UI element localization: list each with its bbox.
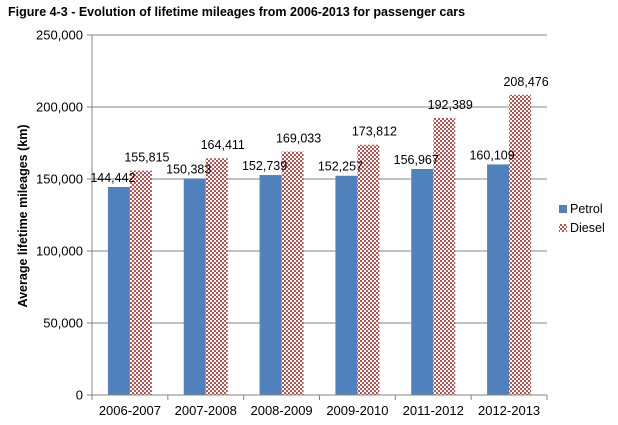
y-tick-label: 250,000 [36, 28, 83, 43]
x-tick-label: 2011-2012 [403, 403, 464, 418]
legend-label-petrol: Petrol [570, 202, 603, 216]
bar-petrol [335, 175, 358, 395]
y-axis-title: Average lifetime mileages (km) [16, 125, 30, 308]
bar-petrol [183, 178, 206, 395]
x-tick-label: 2007-2008 [175, 403, 237, 418]
data-label-diesel: 155,815 [124, 151, 169, 165]
y-tick-label: 0 [76, 388, 83, 403]
bars [107, 94, 532, 396]
data-label-petrol: 150,383 [166, 162, 211, 176]
data-label-diesel: 164,411 [201, 138, 245, 152]
bar-petrol [107, 187, 130, 395]
data-label-diesel: 169,033 [276, 132, 321, 146]
y-tick-label: 150,000 [36, 172, 83, 187]
bar-petrol [259, 175, 282, 395]
bar-diesel [205, 158, 228, 395]
bar-petrol [487, 164, 510, 395]
bar-diesel [357, 144, 380, 395]
y-tick-label: 200,000 [36, 100, 83, 115]
legend: Petrol Diesel [559, 202, 605, 235]
data-label-diesel: 192,389 [428, 98, 473, 112]
gridlines [92, 34, 547, 324]
bar-petrol [411, 168, 434, 395]
bar-diesel [281, 151, 304, 395]
axes: 0 50,000 100,000 150,000 200,000 250,000 2006-… [36, 28, 548, 418]
legend-swatch-petrol [559, 205, 567, 213]
bar-diesel [433, 117, 456, 395]
x-tick-label: 2008-2009 [250, 403, 312, 418]
data-label-petrol: 156,967 [394, 153, 439, 167]
legend-label-diesel: Diesel [570, 221, 605, 235]
data-label-diesel: 208,476 [503, 75, 548, 89]
chart-title: Figure 4-3 - Evolution of lifetime milea… [8, 5, 466, 19]
data-label-petrol: 152,739 [242, 159, 287, 173]
data-label-petrol: 152,257 [318, 160, 363, 174]
y-tick-label: 50,000 [43, 316, 83, 331]
x-tick-label: 2012-2013 [478, 403, 540, 418]
bar-diesel [509, 94, 532, 396]
data-label-petrol: 144,442 [90, 171, 135, 185]
bar-diesel [129, 170, 152, 395]
x-tick-label: 2006-2007 [99, 403, 161, 418]
data-labels: 144,442 150,383 152,739 152,257 156,967 160,1… [90, 75, 548, 185]
y-tick-label: 100,000 [36, 244, 83, 259]
data-label-petrol: 160,109 [469, 148, 514, 162]
legend-swatch-diesel [559, 224, 567, 232]
x-tick-label: 2009-2010 [326, 403, 388, 418]
data-label-diesel: 173,812 [352, 125, 397, 139]
